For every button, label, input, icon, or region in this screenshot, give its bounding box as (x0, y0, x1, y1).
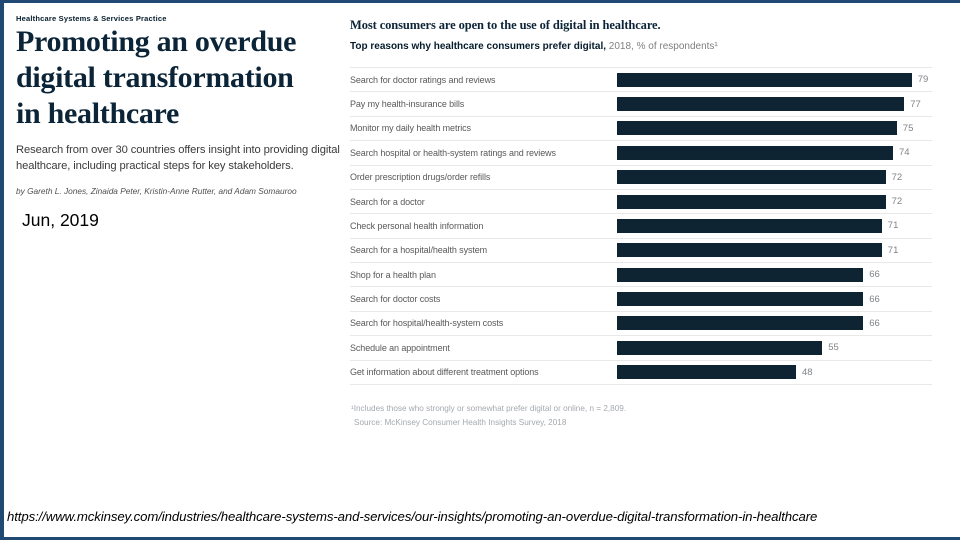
chart-row: Search for doctor costs 66 (350, 287, 932, 312)
bar-value: 66 (869, 293, 880, 305)
row-label: Search for a doctor (350, 196, 425, 207)
row-label: Schedule an appointment (350, 342, 450, 353)
bar (617, 72, 912, 87)
footer-url: https://www.mckinsey.com/industries/heal… (7, 509, 818, 524)
chart-row: Search for a doctor 72 (350, 190, 932, 215)
bar (617, 121, 897, 136)
bar-value: 74 (899, 147, 910, 159)
bar-value: 55 (828, 342, 839, 354)
chart-footnote: ¹Includes those who strongly or somewhat… (351, 404, 627, 413)
bar (617, 145, 893, 160)
row-label: Shop for a health plan (350, 269, 436, 280)
chart-subtitle-bold: Top reasons why healthcare consumers pre… (350, 41, 607, 52)
chart-row: Monitor my daily health metrics 75 (350, 117, 932, 142)
chart-subtitle-rest: 2018, % of respondents¹ (606, 41, 718, 52)
bar (617, 194, 886, 209)
bar-value: 66 (869, 317, 880, 329)
row-label: Get information about different treatmen… (350, 367, 539, 378)
slide-border-top (0, 0, 960, 3)
row-label: Search hospital or health-system ratings… (350, 147, 556, 158)
bar-value: 77 (910, 98, 921, 110)
row-label: Search for doctor ratings and reviews (350, 74, 496, 85)
bar-value: 79 (917, 74, 929, 86)
chart-title: Most consumers are open to the use of di… (350, 18, 661, 32)
bar-value: 72 (891, 196, 903, 208)
bar-value: 66 (869, 269, 880, 281)
chart-subtitle: Top reasons why healthcare consumers pre… (350, 41, 718, 52)
row-label: Pay my health-insurance bills (350, 99, 465, 110)
page-title-line-1: Promoting an overdue (16, 25, 297, 58)
bar (617, 292, 864, 307)
bar-value: 75 (902, 122, 914, 134)
chart-row: Search for a hospital/health system 71 (350, 239, 932, 263)
bar (617, 365, 796, 380)
bar-value: 71 (887, 220, 899, 232)
chart-row: Pay my health-insurance bills 77 (350, 92, 932, 117)
bar-chart: Most consumers are open to the use of di… (350, 18, 932, 438)
bar-value: 71 (887, 244, 899, 256)
chart-row: Schedule an appointment 55 (350, 336, 932, 361)
bar (617, 340, 823, 355)
row-label: Check personal health information (350, 220, 484, 231)
row-label: Order prescription drugs/order refills (350, 172, 491, 183)
bar (617, 170, 886, 185)
page-title-line-2: digital transformation (16, 61, 294, 94)
bar (617, 97, 905, 112)
row-label: Monitor my daily health metrics (350, 123, 471, 134)
chart-row: Search for hospital/health-system costs 6… (350, 312, 932, 337)
byline: by Gareth L. Jones, Zinaida Peter, Krist… (16, 186, 297, 196)
row-label: Search for doctor costs (350, 294, 441, 305)
chart-rows: Search for doctor ratings and reviews 79 P… (350, 67, 932, 385)
bar (617, 267, 864, 282)
practice-label: Healthcare Systems & Services Practice (16, 14, 167, 23)
row-label: Search for hospital/health-system costs (350, 318, 504, 329)
chart-source: Source: McKinsey Consumer Health Insight… (354, 418, 567, 427)
bar (617, 316, 864, 331)
row-label: Search for a hospital/health system (350, 245, 488, 256)
chart-row: Shop for a health plan 66 (350, 263, 932, 288)
deck-text: Research from over 30 countries offers i… (16, 144, 340, 172)
bar (617, 243, 882, 258)
chart-row: Order prescription drugs/order refills 72 (350, 166, 932, 190)
chart-row: Search for doctor ratings and reviews 79 (350, 68, 932, 93)
chart-row: Get information about different treatmen… (350, 361, 932, 385)
chart-row: Check personal health information 71 (350, 214, 932, 239)
bar-value: 72 (891, 171, 903, 183)
page-title-line-3: in healthcare (16, 97, 180, 130)
chart-row: Search hospital or health-system ratings… (350, 141, 932, 166)
slide-border-left (0, 0, 4, 540)
slide-border-bottom (0, 537, 960, 540)
bar-value: 48 (802, 366, 813, 378)
bar (617, 218, 882, 233)
page-title: Promoting an overdue digital transformat… (16, 24, 296, 132)
date-label: Jun, 2019 (22, 210, 99, 230)
